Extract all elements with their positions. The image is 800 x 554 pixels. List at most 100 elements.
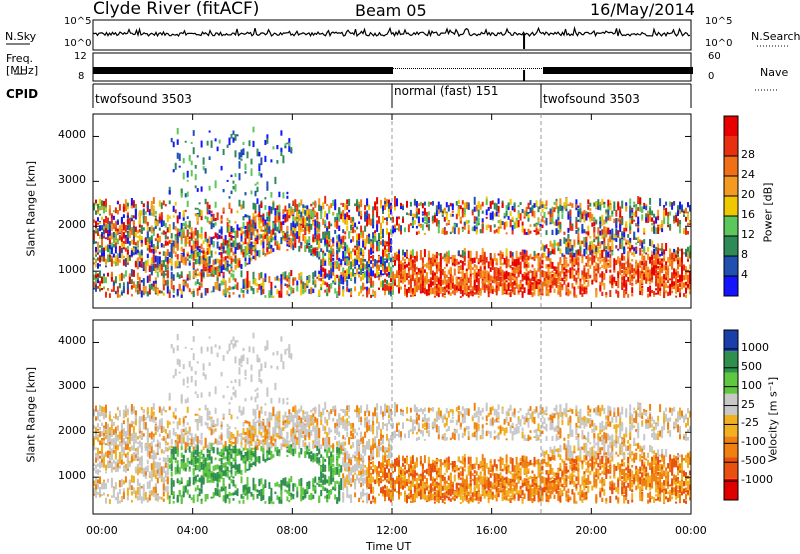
power-cell — [457, 281, 460, 288]
power-cell — [334, 275, 337, 278]
power-cell — [110, 232, 113, 240]
power-cell — [236, 210, 239, 214]
power-cell — [286, 284, 289, 288]
power-cell — [308, 288, 311, 294]
freq-bar — [669, 67, 671, 74]
power-cell — [328, 259, 331, 265]
power-cell — [411, 265, 414, 272]
power-cell — [108, 245, 111, 249]
freq-bar — [221, 67, 223, 74]
power-cell — [322, 202, 325, 209]
power-cell — [142, 227, 145, 231]
power-cell — [326, 239, 329, 245]
power-cell — [236, 134, 239, 137]
power-cell — [557, 229, 560, 234]
power-cell — [431, 281, 434, 286]
power-cell — [653, 248, 656, 255]
power-cell — [577, 257, 580, 261]
power-cell — [591, 213, 594, 220]
power-cell — [609, 280, 612, 283]
power-cell — [489, 282, 492, 289]
power-cell — [613, 218, 616, 223]
power-cell — [519, 270, 522, 275]
power-cell — [557, 275, 560, 280]
power-cell — [517, 264, 520, 272]
power-cell — [330, 223, 333, 227]
power-cell — [166, 271, 169, 279]
power-cell — [334, 203, 337, 211]
power-cell — [425, 224, 428, 228]
power-cell — [402, 256, 404, 261]
power-cell — [641, 288, 644, 296]
power-cell — [300, 226, 303, 231]
power-cell — [409, 287, 412, 293]
power-cell — [547, 279, 550, 287]
power-cell — [521, 249, 524, 258]
power-cell — [250, 232, 253, 239]
power-cell — [170, 277, 173, 283]
power-cell — [162, 220, 165, 227]
power-cell — [515, 266, 518, 274]
power-cell — [330, 268, 333, 276]
power-cell — [354, 273, 357, 277]
power-cell — [214, 138, 217, 142]
power-cell — [643, 246, 646, 254]
power-cell — [342, 209, 345, 214]
power-cell — [625, 261, 628, 265]
power-cell — [549, 278, 552, 284]
power-cell — [657, 227, 660, 234]
power-cell — [603, 261, 606, 267]
power-cell — [519, 261, 522, 269]
power-cell — [128, 241, 131, 246]
power-cell — [256, 283, 259, 287]
power-cell — [575, 204, 578, 208]
power-cell — [110, 247, 113, 255]
power-cell — [312, 201, 315, 205]
power-cell — [172, 222, 175, 230]
power-cell — [469, 277, 472, 281]
power-cell — [152, 228, 155, 232]
power-cell — [431, 215, 434, 221]
power-cell — [493, 279, 496, 284]
power-cell — [130, 215, 133, 222]
power-cell — [637, 236, 640, 242]
power-cell — [136, 289, 139, 295]
power-cell — [103, 235, 105, 239]
power-cell — [599, 223, 602, 229]
power-cell — [340, 237, 343, 244]
power-cell — [228, 295, 231, 298]
power-cell — [250, 219, 253, 225]
power-cell — [637, 228, 640, 233]
power-cell — [477, 295, 480, 298]
power-cell — [330, 283, 333, 289]
power-cell — [220, 165, 223, 171]
power-cell — [404, 287, 406, 294]
power-cell — [657, 272, 660, 275]
power-cell — [473, 264, 476, 268]
power-cell — [150, 267, 153, 274]
nave-dot — [519, 68, 520, 69]
power-cell — [521, 226, 524, 233]
power-cell — [324, 281, 327, 286]
power-cell — [288, 239, 291, 246]
power-cell — [501, 221, 504, 226]
power-cell — [475, 251, 478, 260]
power-cell — [162, 232, 165, 235]
power-cell — [174, 162, 177, 170]
power-cell — [306, 205, 309, 212]
power-cell — [447, 250, 450, 257]
power-cell — [322, 233, 325, 240]
power-cell — [463, 278, 466, 285]
freq-bar — [549, 67, 551, 74]
power-cell — [186, 251, 189, 254]
power-cell — [324, 221, 327, 228]
power-cell — [318, 278, 321, 281]
power-cell — [364, 204, 367, 211]
power-cell — [633, 204, 636, 208]
power-cell — [105, 277, 107, 284]
power-cell — [635, 237, 638, 240]
power-cell — [601, 249, 604, 258]
power-cell — [222, 257, 225, 262]
power-cell — [497, 205, 500, 212]
power-cell — [423, 207, 426, 216]
